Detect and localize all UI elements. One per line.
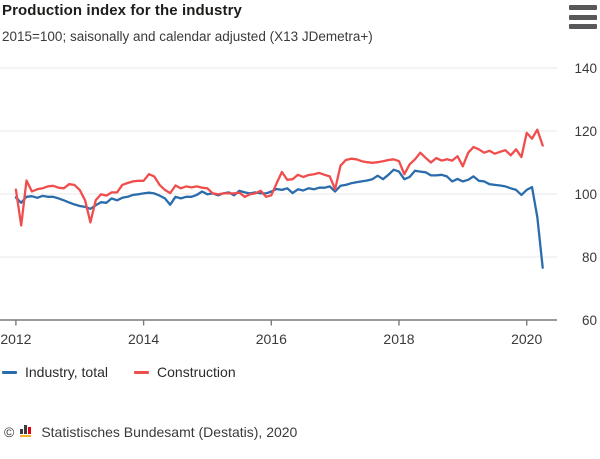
hamburger-menu-button[interactable] (569, 5, 597, 29)
svg-text:2020: 2020 (511, 331, 542, 347)
source-text: Statistisches Bundesamt (Destatis), 2020 (41, 423, 298, 440)
svg-text:140: 140 (574, 61, 597, 76)
hamburger-icon (569, 5, 597, 10)
destatis-bar-chart-icon (20, 423, 35, 440)
hamburger-icon (569, 14, 597, 20)
svg-text:2018: 2018 (383, 331, 414, 347)
chart-legend: Industry, total Construction (2, 364, 236, 380)
svg-text:80: 80 (582, 250, 597, 265)
hamburger-icon (569, 24, 597, 29)
page-title: Production index for the industry (2, 2, 242, 19)
legend-label: Industry, total (25, 364, 109, 380)
construction-line-swatch (134, 370, 150, 374)
svg-text:100: 100 (574, 187, 597, 202)
svg-text:120: 120 (574, 124, 597, 139)
legend-item-construction: Construction (134, 364, 236, 380)
svg-text:2014: 2014 (128, 331, 159, 347)
legend-item-industry: Industry, total (2, 364, 108, 380)
svg-text:2016: 2016 (256, 331, 287, 347)
chart-subtitle: 2015=100; saisonally and calendar adjust… (2, 29, 373, 44)
svg-text:2012: 2012 (0, 331, 31, 347)
legend-label: Construction (157, 364, 236, 380)
source-attribution: © Statistisches Bundesamt (Destatis), 20… (4, 423, 297, 440)
svg-text:60: 60 (582, 313, 597, 328)
copyright-symbol: © (4, 423, 15, 440)
chart-header: Production index for the industry 2015=1… (2, 2, 598, 44)
industry-line-swatch (2, 370, 17, 374)
